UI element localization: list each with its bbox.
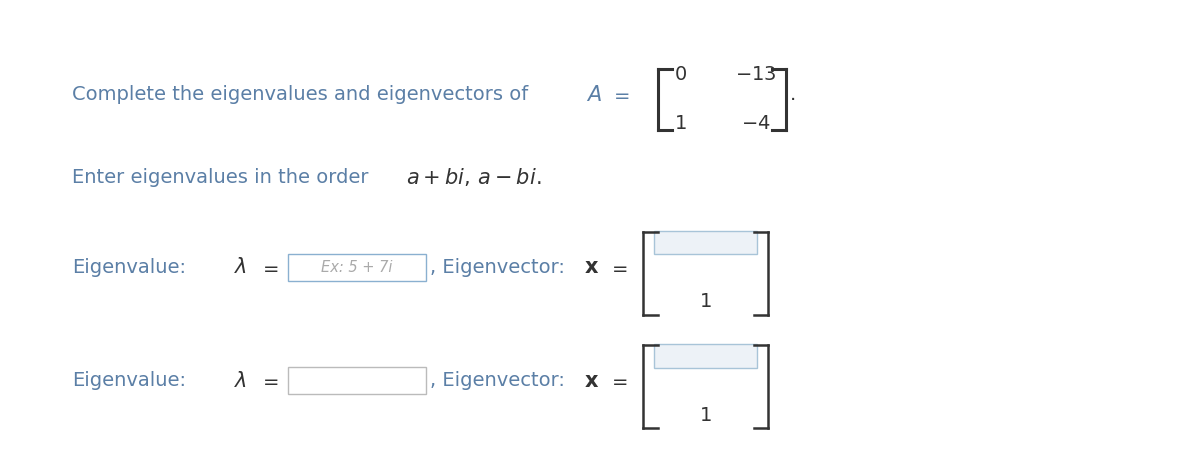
Text: $-4$: $-4$	[742, 114, 770, 133]
Text: $\mathbf{x}$: $\mathbf{x}$	[584, 257, 600, 277]
Text: Enter eigenvalues in the order: Enter eigenvalues in the order	[72, 168, 368, 187]
Text: , Eigenvector:: , Eigenvector:	[430, 371, 564, 390]
Text: $1$: $1$	[674, 114, 686, 133]
Text: Eigenvalue:: Eigenvalue:	[72, 258, 186, 277]
FancyBboxPatch shape	[654, 231, 757, 254]
Text: $=$: $=$	[259, 371, 280, 390]
Text: $\lambda$: $\lambda$	[234, 371, 247, 391]
Text: $=$: $=$	[608, 258, 629, 277]
Text: $=$: $=$	[608, 371, 629, 390]
Text: Eigenvalue:: Eigenvalue:	[72, 371, 186, 390]
Text: $\mathit{a}+\mathit{bi},\,\mathit{a}-\mathit{bi}.$: $\mathit{a}+\mathit{bi},\,\mathit{a}-\ma…	[406, 166, 541, 188]
Text: $0$: $0$	[674, 65, 686, 84]
Text: Ex: 5 + 7i: Ex: 5 + 7i	[322, 260, 392, 275]
Text: $=$: $=$	[259, 258, 280, 277]
Text: Complete the eigenvalues and eigenvectors of: Complete the eigenvalues and eigenvector…	[72, 85, 528, 104]
FancyBboxPatch shape	[288, 367, 426, 394]
Text: .: .	[790, 85, 796, 104]
FancyBboxPatch shape	[288, 254, 426, 281]
Text: 1: 1	[700, 406, 712, 425]
Text: , Eigenvector:: , Eigenvector:	[430, 258, 564, 277]
Text: $\lambda$: $\lambda$	[234, 257, 247, 277]
Text: $-13$: $-13$	[736, 65, 776, 84]
Text: 1: 1	[700, 292, 712, 311]
Text: $=$: $=$	[610, 85, 630, 104]
Text: $\mathbf{x}$: $\mathbf{x}$	[584, 371, 600, 391]
Text: $\mathit{A}$: $\mathit{A}$	[586, 85, 601, 105]
FancyBboxPatch shape	[654, 344, 757, 368]
